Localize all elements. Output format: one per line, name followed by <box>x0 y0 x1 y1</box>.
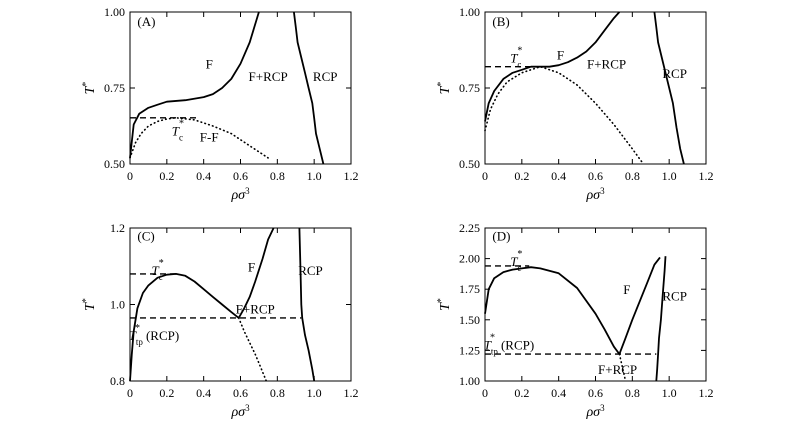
x-tick-label: 1.0 <box>307 386 322 400</box>
y-tick-label: 0.75 <box>459 81 480 95</box>
x-tick-label: 0 <box>127 169 133 183</box>
x-tick-label: 0.4 <box>551 386 566 400</box>
x-tick-label: 0.6 <box>233 386 248 400</box>
x-tick-label: 0 <box>127 386 133 400</box>
y-axis-label: T* <box>81 298 99 311</box>
region-label: F <box>206 57 213 72</box>
region-label: RCP <box>662 288 687 303</box>
x-tick-label: 1.0 <box>662 386 677 400</box>
y-tick-label: 2.25 <box>459 221 480 235</box>
solid-curve-1 <box>237 227 275 319</box>
region-label: F+RCP <box>587 57 626 72</box>
x-tick-label: 0 <box>482 169 488 183</box>
region-label: RCP <box>298 263 323 278</box>
x-tick-label: 0 <box>482 386 488 400</box>
y-tick-label: 1.00 <box>459 5 480 19</box>
y-tick-label: 1.00 <box>104 5 125 19</box>
solid-curve-1 <box>653 11 685 165</box>
tc-label: Tc* <box>172 119 184 143</box>
x-axis-label: ρσ3 <box>585 186 605 203</box>
x-axis-label: ρσ3 <box>585 403 605 420</box>
x-tick-label: 0.6 <box>588 169 603 183</box>
region-label: RCP <box>662 66 687 81</box>
x-tick-label: 1.0 <box>307 169 322 183</box>
y-tick-label: 0.75 <box>104 81 125 95</box>
x-tick-label: 1.2 <box>344 386 359 400</box>
y-axis-label: T* <box>81 82 99 95</box>
tc-label: Tc* <box>510 46 522 70</box>
region-label: RCP <box>313 69 338 84</box>
y-tick-label: 1.00 <box>459 374 480 388</box>
y-tick-label: 0.50 <box>459 157 480 171</box>
region-label: F-F <box>200 130 219 145</box>
y-tick-label: 0.50 <box>104 157 125 171</box>
x-tick-label: 0.8 <box>625 169 640 183</box>
panel-1: 0 0.2 0.4 0.6 0.8 1.0 1.2 0.50 0.75 1.00 ρσ3 T* (B) F… <box>436 5 714 203</box>
panel-label: (D) <box>492 228 510 243</box>
x-tick-label: 0.4 <box>196 169 211 183</box>
x-tick-label: 0.8 <box>270 169 285 183</box>
ttp-label: Ttp* (RCP) <box>484 332 534 356</box>
region-label: F <box>557 48 564 63</box>
y-tick-label: 1.50 <box>459 313 480 327</box>
x-tick-label: 0.2 <box>159 169 174 183</box>
y-axis-label: T* <box>436 82 454 95</box>
region-label: F+RCP <box>598 362 637 377</box>
tc-label: Tc* <box>152 258 164 282</box>
y-axis-label: T* <box>436 298 454 311</box>
x-tick-label: 1.2 <box>699 169 714 183</box>
region-label: F <box>248 259 255 274</box>
x-axis-label: ρσ3 <box>230 186 250 203</box>
region-label: F+RCP <box>236 301 275 316</box>
x-tick-label: 1.2 <box>699 386 714 400</box>
solid-curve-2 <box>298 227 316 382</box>
solid-curve-2 <box>655 256 667 382</box>
x-tick-label: 0.2 <box>514 169 529 183</box>
y-tick-label: 1.0 <box>110 298 125 312</box>
dotted-curve-3 <box>618 353 626 380</box>
panel-3: 0 0.2 0.4 0.6 0.8 1.0 1.2 1.00 1.25 1.50 1.75 2.00 2… <box>436 221 714 420</box>
x-tick-label: 0.6 <box>233 169 248 183</box>
x-tick-label: 0.4 <box>196 386 211 400</box>
y-tick-label: 2.00 <box>459 252 480 266</box>
dotted-curve-2 <box>484 65 645 165</box>
x-tick-label: 0.8 <box>625 386 640 400</box>
y-tick-label: 0.8 <box>110 374 125 388</box>
solid-curve-0 <box>484 266 621 355</box>
dotted-curve-3 <box>237 317 268 382</box>
panel-0: 0 0.2 0.4 0.6 0.8 1.0 1.2 0.50 0.75 1.00 ρσ3 T* (A) F… <box>81 5 359 203</box>
solid-curve-1 <box>618 256 661 355</box>
region-label: F+RCP <box>249 69 288 84</box>
ttp-label: Ttp* (RCP) <box>129 323 179 347</box>
x-axis-label: ρσ3 <box>230 403 250 420</box>
x-tick-label: 1.0 <box>662 169 677 183</box>
x-tick-label: 0.4 <box>551 169 566 183</box>
panel-label: (B) <box>492 14 509 29</box>
panel-label: (A) <box>137 14 155 29</box>
x-tick-label: 0.2 <box>514 386 529 400</box>
tc-label: Tc* <box>510 249 522 273</box>
y-tick-label: 1.2 <box>110 221 125 235</box>
region-label: F <box>623 282 630 297</box>
solid-curve-1 <box>293 11 325 165</box>
panel-2: 0 0.2 0.4 0.6 0.8 1.0 1.2 0.8 1.0 1.2 ρσ3 T* (C) F F+R… <box>81 221 359 420</box>
x-tick-label: 0.2 <box>159 386 174 400</box>
panel-label: (C) <box>137 229 154 244</box>
x-tick-label: 0.6 <box>588 386 603 400</box>
plot-frame <box>484 11 707 165</box>
y-tick-label: 1.25 <box>459 343 480 357</box>
x-tick-label: 1.2 <box>344 169 359 183</box>
solid-curve-0 <box>129 11 260 158</box>
x-tick-label: 0.8 <box>270 386 285 400</box>
y-tick-label: 1.75 <box>459 282 480 296</box>
dotted-curve-2 <box>129 117 269 159</box>
